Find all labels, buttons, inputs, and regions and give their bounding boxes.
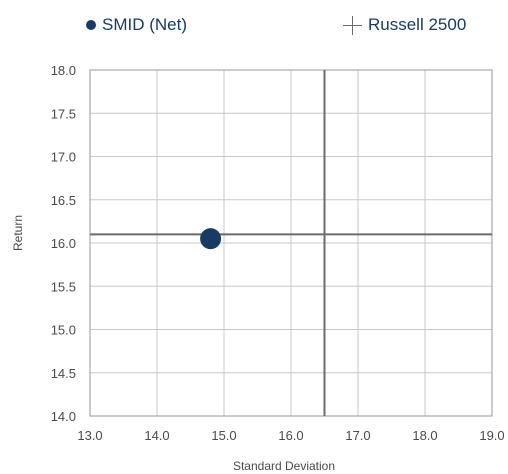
plus-crosshair-icon [343, 15, 362, 35]
x-tick-label: 19.0 [479, 428, 504, 443]
y-tick-label: 15.0 [51, 323, 76, 338]
filled-circle-icon [86, 20, 96, 30]
y-tick-label: 17.0 [51, 150, 76, 165]
y-tick-label: 14.5 [51, 366, 76, 381]
y-tick-label: 16.5 [51, 193, 76, 208]
y-tick-label: 18.0 [51, 63, 76, 78]
y-tick-label: 17.5 [51, 106, 76, 121]
x-tick-label: 15.0 [211, 428, 236, 443]
legend-item-smid: SMID (Net) [86, 12, 187, 38]
x-tick-label: 14.0 [144, 428, 169, 443]
x-tick-label: 17.0 [345, 428, 370, 443]
legend-label-russell-2500: Russell 2500 [368, 15, 467, 34]
smid-net-point [200, 228, 222, 250]
x-tick-label: 18.0 [412, 428, 437, 443]
legend-label-smid: SMID (Net) [102, 15, 187, 34]
y-axis-title: Return [11, 215, 25, 251]
x-axis-title: Standard Deviation [233, 459, 335, 473]
plot-area-frame [89, 69, 493, 417]
legend-item-russell-2500: Russell 2500 [343, 12, 466, 38]
x-tick-label: 16.0 [278, 428, 303, 443]
y-tick-label: 16.0 [51, 236, 76, 251]
y-tick-label: 14.0 [51, 409, 76, 424]
y-tick-label: 15.5 [51, 279, 76, 294]
x-tick-label: 13.0 [77, 428, 102, 443]
